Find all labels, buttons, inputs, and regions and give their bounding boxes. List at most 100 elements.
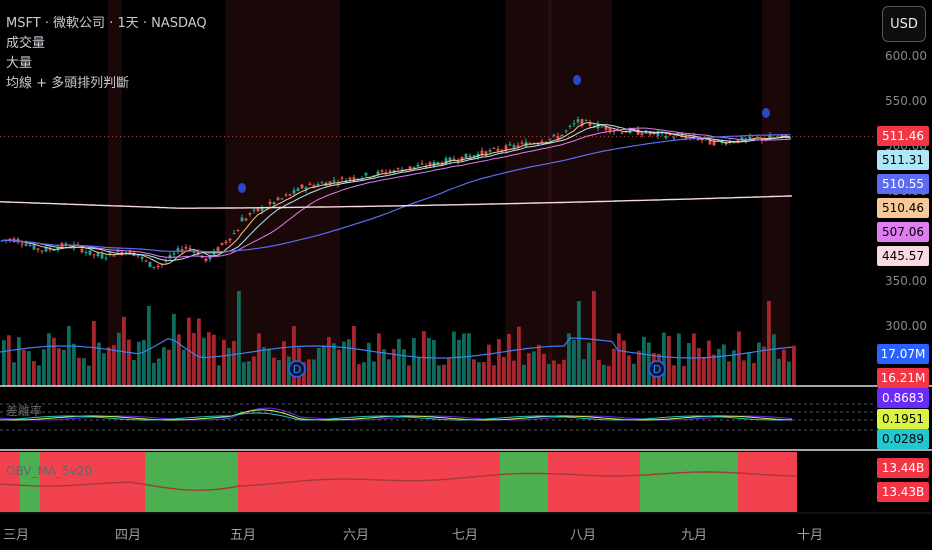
volume-bar [557, 363, 561, 386]
price-tag: 511.46 [877, 126, 929, 146]
time-axis-label: 九月 [680, 528, 708, 543]
volume-bar [477, 362, 481, 386]
volume-bar [512, 360, 516, 386]
candle-body [24, 243, 28, 246]
price-axis-label: 550.00 [885, 94, 927, 108]
volume-bar [752, 363, 756, 386]
candle-body [584, 120, 588, 122]
candle-body [468, 155, 472, 158]
volume-bar [457, 339, 461, 386]
candle-body [148, 261, 152, 268]
candle-body [568, 125, 572, 127]
volume-bar [672, 365, 676, 386]
candle-body [512, 145, 516, 148]
oscillator-tag: 0.0289 [877, 429, 929, 449]
price-axis-label: 350.00 [885, 274, 927, 288]
candle-body [436, 162, 440, 164]
volume-bar [292, 326, 296, 386]
candle-body [128, 250, 132, 255]
dividend-marker [288, 360, 306, 378]
volume-bar [542, 353, 546, 386]
obv-tag: 13.43B [877, 482, 929, 502]
candle-body [564, 130, 568, 132]
currency-button[interactable]: USD [882, 6, 926, 42]
highlight-region [548, 0, 552, 386]
volume-bar [237, 291, 241, 386]
obv-trend-region [738, 452, 797, 512]
candle-body [248, 213, 252, 215]
price-tag: 507.06 [877, 222, 929, 242]
candle-body [108, 252, 112, 254]
time-axis-label: 八月 [569, 528, 597, 543]
volume-bar [637, 350, 641, 386]
candle-body [580, 119, 584, 126]
candle-body [320, 182, 324, 184]
candle-body [116, 250, 120, 253]
candle-body [100, 254, 104, 259]
volume-bar [757, 342, 761, 386]
candle-body [20, 243, 24, 245]
candle-body [280, 198, 284, 200]
volume-bar [407, 365, 411, 386]
candle-body [328, 181, 332, 185]
candle-body [552, 134, 556, 136]
candle-body [80, 248, 84, 253]
volume-bar [247, 361, 251, 386]
candle-body [44, 247, 48, 252]
volume-bar [442, 364, 446, 386]
indicator-ma-trend[interactable]: 均線 + 多頭排列判斷 [6, 76, 130, 91]
time-axis-label: 十月 [796, 528, 824, 543]
volume-bar [117, 332, 121, 386]
volume-bar [422, 331, 426, 386]
volume-bar [257, 333, 261, 386]
volume-bar [572, 339, 576, 386]
candle-body [620, 132, 624, 134]
candle-body [240, 217, 244, 222]
candle-body [408, 166, 412, 169]
candle-body [208, 256, 212, 260]
candle-body [684, 136, 688, 140]
candle-body [472, 155, 476, 157]
volume-bar [702, 356, 706, 386]
volume-bar [782, 349, 786, 386]
candle-body [664, 136, 668, 139]
volume-bar [127, 339, 131, 386]
volume-bar [352, 326, 356, 386]
candle-body [492, 147, 496, 149]
volume-bar [472, 359, 476, 386]
symbol-line[interactable]: MSFT · 微軟公司 · 1天 · NASDAQ [6, 16, 207, 31]
candle-body [604, 126, 608, 130]
volume-ma-line [0, 337, 793, 359]
volume-bar [642, 336, 646, 386]
indicator-volume[interactable]: 成交量 [6, 36, 46, 51]
obv-trend-region [145, 452, 238, 512]
oscillator-tag: 0.8683 [877, 388, 929, 408]
candle-body [308, 183, 312, 185]
candle-body [48, 248, 52, 250]
time-axis-label: 七月 [451, 528, 479, 543]
volume-bar [687, 343, 691, 386]
volume-bar [627, 355, 631, 386]
candle-body [480, 150, 484, 155]
price-tag: 511.31 [877, 150, 929, 170]
dividend-marker-label: D [293, 363, 301, 376]
candle-body [540, 141, 544, 143]
volume-bar [667, 335, 671, 386]
volume-bar [12, 362, 16, 386]
candle-body [608, 127, 612, 132]
candle-body [152, 266, 156, 268]
candle-body [412, 166, 416, 168]
volume-tag: 17.07M [877, 344, 929, 364]
volume-bar [397, 338, 401, 386]
volume-bar [382, 349, 386, 386]
volume-bar [607, 365, 611, 386]
candle-body [520, 142, 524, 144]
volume-bar [332, 343, 336, 386]
candle-body [560, 134, 564, 137]
volume-bar [502, 356, 506, 386]
candle-body [352, 177, 356, 181]
volume-bar [567, 333, 571, 386]
indicator-large-volume[interactable]: 大量 [6, 56, 33, 71]
volume-bar [577, 301, 581, 386]
